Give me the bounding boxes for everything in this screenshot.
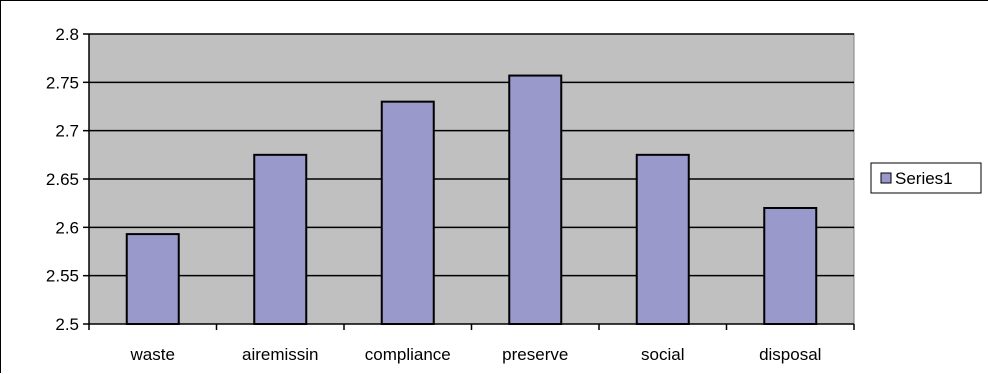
y-axis-tick-labels: 2.5 2.55 2.6 2.65 2.7 2.75 2.8 [46, 25, 79, 334]
bar-waste [125, 233, 180, 326]
legend: Series1 [870, 162, 982, 194]
axes [83, 33, 855, 330]
gridlines [89, 33, 854, 277]
x-tick-label-disposal: disposal [759, 345, 821, 364]
y-tick-label: 2.55 [46, 267, 79, 286]
y-tick-label: 2.6 [55, 218, 79, 237]
y-tick-label: 2.8 [55, 25, 79, 44]
x-tick-label-preserve: preserve [502, 345, 568, 364]
bar-disposal [763, 207, 818, 325]
legend-label-series1: Series1 [895, 169, 953, 188]
x-axis-tick-labels: waste airemissin compliance preserve social d… [130, 345, 822, 364]
x-tick-label-waste: waste [130, 345, 175, 364]
x-tick-label-airemissin: airemissin [242, 345, 319, 364]
bar-compliance [380, 100, 435, 325]
legend-swatch [880, 172, 892, 184]
bars [125, 74, 818, 326]
y-tick-label: 2.5 [55, 315, 79, 334]
y-tick-label: 2.75 [46, 73, 79, 92]
y-tick-label: 2.65 [46, 170, 79, 189]
y-tick-label: 2.7 [55, 122, 79, 141]
bar-preserve [508, 74, 563, 325]
bar-social [635, 153, 690, 325]
bar-airemissin [253, 153, 308, 325]
plot-area [83, 33, 855, 330]
x-tick-label-social: social [641, 345, 684, 364]
x-tick-label-compliance: compliance [365, 345, 451, 364]
